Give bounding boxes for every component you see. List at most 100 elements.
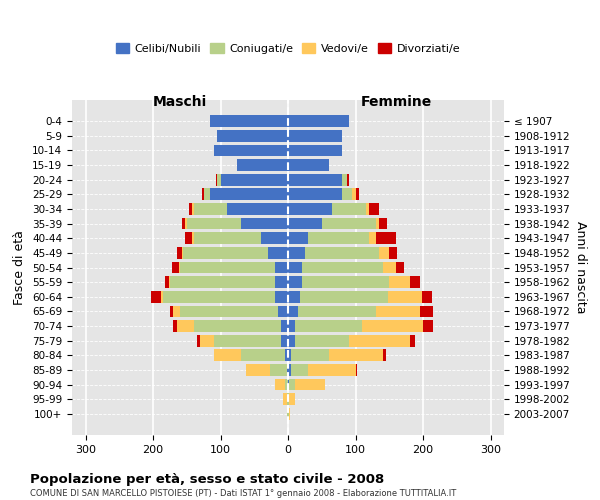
Bar (180, 306, 278, 318)
Bar (185, 232, 192, 244)
Bar (288, 188, 342, 200)
Bar (349, 335, 409, 346)
Bar (302, 262, 383, 274)
Bar (308, 364, 355, 376)
Bar (283, 394, 287, 405)
Bar (389, 276, 409, 288)
Bar (203, 188, 211, 200)
Bar (376, 232, 396, 244)
Bar (261, 232, 288, 244)
Bar (355, 188, 359, 200)
Bar (287, 394, 288, 405)
Bar (202, 188, 203, 200)
Bar (289, 379, 295, 390)
Bar (182, 247, 184, 258)
Bar (246, 364, 270, 376)
Bar (329, 350, 383, 361)
Bar (169, 276, 170, 288)
Bar (163, 291, 275, 302)
Bar (288, 247, 305, 258)
Text: COMUNE DI SAN MARCELLO PISTOIESE (PT) - Dati ISTAT 1° gennaio 2008 - Elaborazion: COMUNE DI SAN MARCELLO PISTOIESE (PT) - … (30, 489, 456, 498)
Bar (173, 306, 180, 318)
Bar (221, 174, 288, 186)
Bar (288, 144, 342, 156)
Bar (379, 247, 389, 258)
Bar (189, 203, 192, 215)
Bar (275, 379, 284, 390)
Bar (376, 218, 379, 230)
Bar (288, 159, 329, 171)
Bar (270, 364, 287, 376)
Bar (214, 144, 288, 156)
Bar (165, 276, 169, 288)
Y-axis label: Fasce di età: Fasce di età (13, 230, 26, 305)
Bar (409, 335, 415, 346)
Bar (376, 306, 419, 318)
Bar (179, 262, 180, 274)
Bar (173, 320, 176, 332)
Bar (419, 306, 433, 318)
Bar (362, 320, 423, 332)
Bar (295, 320, 362, 332)
Bar (383, 262, 396, 274)
Bar (200, 335, 214, 346)
Bar (211, 188, 288, 200)
Bar (369, 232, 376, 244)
Bar (217, 174, 221, 186)
Legend: Celibi/Nubili, Coniugati/e, Vedovi/e, Divorziati/e: Celibi/Nubili, Coniugati/e, Vedovi/e, Di… (112, 38, 464, 58)
Bar (281, 335, 288, 346)
Bar (295, 379, 325, 390)
Bar (288, 350, 292, 361)
Bar (287, 408, 288, 420)
Bar (332, 203, 365, 215)
Bar (275, 291, 288, 302)
Bar (288, 276, 302, 288)
Bar (172, 262, 179, 274)
Bar (193, 203, 227, 215)
Bar (305, 247, 379, 258)
Bar (197, 335, 200, 346)
Bar (342, 188, 352, 200)
Bar (284, 379, 288, 390)
Bar (288, 335, 295, 346)
Text: Popolazione per età, sesso e stato civile - 2008: Popolazione per età, sesso e stato civil… (30, 472, 384, 486)
Bar (322, 218, 376, 230)
Bar (288, 174, 342, 186)
Bar (298, 306, 376, 318)
Bar (388, 291, 422, 302)
Bar (284, 350, 288, 361)
Bar (288, 379, 289, 390)
Text: Femmine: Femmine (361, 96, 431, 110)
Bar (216, 174, 217, 186)
Bar (151, 291, 161, 302)
Bar (383, 350, 386, 361)
Bar (281, 320, 288, 332)
Bar (211, 115, 288, 127)
Bar (302, 276, 389, 288)
Bar (288, 218, 322, 230)
Bar (241, 218, 288, 230)
Bar (365, 203, 369, 215)
Bar (288, 262, 302, 274)
Bar (161, 291, 163, 302)
Bar (214, 350, 241, 361)
Bar (289, 408, 290, 420)
Bar (288, 364, 292, 376)
Bar (342, 174, 347, 186)
Bar (389, 247, 397, 258)
Bar (396, 262, 404, 274)
Bar (288, 408, 289, 420)
Bar (355, 364, 357, 376)
Bar (180, 262, 275, 274)
Bar (422, 291, 432, 302)
Bar (347, 174, 349, 186)
Bar (288, 320, 295, 332)
Bar (292, 364, 308, 376)
Bar (369, 203, 379, 215)
Y-axis label: Anni di nascita: Anni di nascita (574, 221, 587, 314)
Text: Maschi: Maschi (153, 96, 207, 110)
Bar (187, 218, 241, 230)
Bar (352, 188, 355, 200)
Bar (288, 306, 298, 318)
Bar (409, 276, 419, 288)
